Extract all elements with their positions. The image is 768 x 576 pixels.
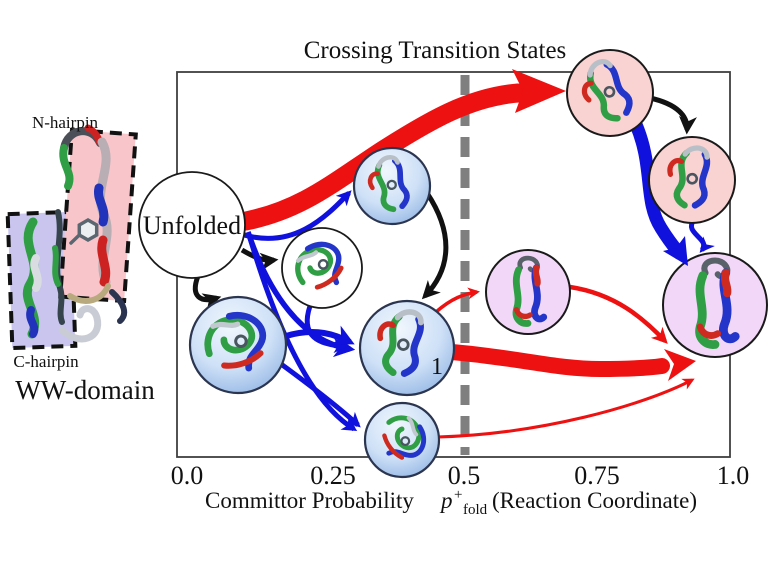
red-thick-arrowhead: [664, 349, 696, 381]
node-violet-folded-circle: [662, 252, 768, 358]
axis-title-symbol: p: [439, 488, 453, 513]
edge-blueleft-bluemiddle: [285, 325, 355, 345]
node-violet-middle: [485, 249, 571, 335]
node-white-intermediate: [281, 227, 363, 309]
x-axis-ticks: 0.0 0.25 0.5 0.75 1.0: [171, 461, 750, 490]
edge-pinklower-violetfolded: [689, 218, 715, 253]
large-arrowheads: [512, 69, 696, 381]
axis-title-suffix: (Reaction Coordinate): [492, 488, 697, 513]
tick-0.25: 0.25: [310, 461, 356, 490]
ww-domain-label: WW-domain: [15, 375, 155, 405]
edge-unfolded-bluetop: [237, 190, 352, 241]
node-pink-lower-circle: [648, 136, 736, 224]
edge-violetmiddle-violetfolded: [569, 284, 668, 344]
node-unfolded-circle: [138, 171, 246, 279]
node-unfolded-label: Unfolded: [143, 211, 241, 240]
edge-unfolded-whiteintermediate: [240, 247, 279, 271]
tick-1.0: 1.0: [717, 461, 750, 490]
edge-bluemiddle-violetmiddle: [434, 287, 480, 314]
tick-0.5: 0.5: [448, 461, 481, 490]
blue-thick-arrowhead: [663, 236, 688, 266]
edge-bluetop-bluemiddle: [421, 191, 449, 300]
edge-bluemiddle-violetfolded: [444, 344, 670, 378]
node-blue-top-circle: [352, 146, 432, 226]
flux-arrows: [192, 83, 715, 439]
tick-0.75: 0.75: [574, 461, 620, 490]
red-main-arrowhead: [512, 69, 566, 113]
edge-unfolded-bluebottom: [247, 237, 358, 432]
edge-bluebottom-violetfolded: [437, 378, 695, 439]
aromatic-ring: [69, 217, 99, 245]
edge-pinkupper-violetfolded: [627, 113, 686, 260]
node-blue-middle: 1: [358, 299, 456, 397]
edge-whiteintermediate-bluemiddle: [304, 305, 349, 354]
edge-blueleft-bluebottom: [279, 361, 361, 428]
axis-title-subscript: fold: [463, 502, 488, 518]
edge-unfolded-blueleft: [192, 275, 222, 311]
edge-pinkupper-pinklower: [649, 95, 697, 135]
n-hairpin-label: N-hairpin: [32, 113, 99, 132]
state-nodes: 1 Unfolded: [138, 49, 768, 479]
node-pink-lower: [648, 136, 736, 224]
c-hairpin-label: C-hairpin: [13, 352, 79, 371]
node-violet-middle-circle: [485, 249, 571, 335]
node-blue-middle-label: 1: [431, 354, 443, 380]
figure-title: Crossing Transition States: [304, 37, 567, 64]
node-violet-folded: [662, 252, 768, 358]
x-axis-title: Committor Probability p + fold (Reaction…: [205, 487, 697, 518]
n-hairpin-box: [58, 127, 138, 304]
ww-domain-inset: N-hairpin C-hairpin WW-domain: [5, 113, 155, 405]
ww-domain-structure: [22, 124, 128, 343]
node-unfolded: Unfolded: [138, 171, 246, 279]
node-blue-left: [188, 295, 288, 395]
node-blue-bottom: [363, 401, 441, 479]
node-blue-top: [352, 146, 432, 226]
axis-title-prefix: Committor Probability: [205, 488, 414, 513]
axis-title-superscript: +: [454, 487, 462, 503]
node-pink-upper: [566, 49, 654, 137]
tick-0.0: 0.0: [171, 461, 204, 490]
